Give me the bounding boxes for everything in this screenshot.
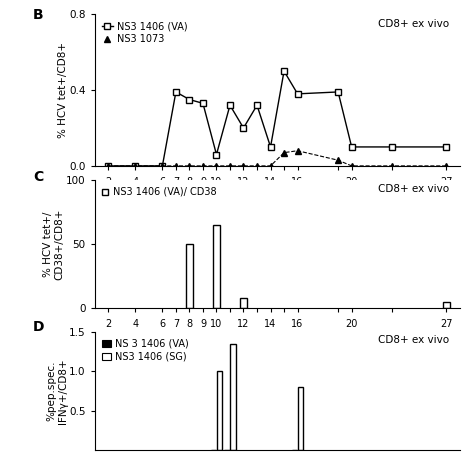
Text: 11: 11: [224, 332, 236, 342]
Text: CD8+ ex vivo: CD8+ ex vivo: [378, 19, 449, 29]
Text: 8: 8: [186, 177, 192, 187]
Bar: [240, 298, 247, 308]
Text: 19: 19: [332, 190, 344, 200]
Text: C: C: [33, 170, 43, 184]
Text: 8: 8: [186, 319, 192, 329]
Text: 20: 20: [346, 177, 358, 187]
Text: 12: 12: [237, 319, 250, 329]
Text: 10: 10: [210, 319, 223, 329]
Text: 15: 15: [278, 190, 290, 200]
Text: 10: 10: [210, 177, 223, 187]
Text: CD8+ ex vivo: CD8+ ex vivo: [378, 184, 449, 194]
Text: 15: 15: [278, 332, 290, 342]
Text: 9: 9: [200, 177, 206, 187]
Text: 6: 6: [159, 177, 165, 187]
Legend: NS 3 1406 (VA), NS3 1406 (SG): NS 3 1406 (VA), NS3 1406 (SG): [100, 337, 191, 364]
Text: 20: 20: [346, 319, 358, 329]
Bar: [443, 302, 450, 308]
Y-axis label: % HCV tet+/CD8+: % HCV tet+/CD8+: [58, 42, 68, 138]
Bar: [230, 344, 236, 450]
Bar: [186, 244, 193, 308]
Legend: NS3 1406 (VA)/ CD38: NS3 1406 (VA)/ CD38: [100, 185, 219, 199]
Text: 4: 4: [132, 177, 138, 187]
Text: 2: 2: [105, 319, 111, 329]
Text: 27: 27: [440, 177, 453, 187]
Text: 2: 2: [105, 177, 111, 187]
Bar: [217, 371, 222, 450]
Text: 9: 9: [200, 319, 206, 329]
Text: 19: 19: [332, 332, 344, 342]
Text: 16: 16: [292, 319, 304, 329]
Text: 6: 6: [159, 319, 165, 329]
Text: 27: 27: [440, 319, 453, 329]
Text: B: B: [33, 8, 44, 22]
Y-axis label: % HCV tet+/
CD38+/CD8+: % HCV tet+/ CD38+/CD8+: [43, 209, 65, 280]
Text: 14: 14: [264, 177, 277, 187]
Legend: NS3 1406 (VA), NS3 1073: NS3 1406 (VA), NS3 1073: [100, 19, 190, 46]
Y-axis label: %pep.spec.
IFNγ+/CD8+: %pep.spec. IFNγ+/CD8+: [46, 358, 68, 424]
Bar: [213, 225, 220, 308]
Text: 23: 23: [386, 190, 398, 200]
Text: 13: 13: [251, 190, 263, 200]
Text: 23: 23: [386, 332, 398, 342]
Text: 16: 16: [292, 177, 304, 187]
Text: 12: 12: [237, 177, 250, 187]
Text: 11: 11: [224, 190, 236, 200]
Text: 14: 14: [264, 319, 277, 329]
Text: D: D: [33, 320, 44, 334]
Text: 7: 7: [173, 177, 179, 187]
Bar: [298, 387, 303, 450]
Text: 13: 13: [251, 332, 263, 342]
Text: 7: 7: [173, 319, 179, 329]
Text: 4: 4: [132, 319, 138, 329]
Text: CD8+ ex vivo: CD8+ ex vivo: [378, 336, 449, 346]
